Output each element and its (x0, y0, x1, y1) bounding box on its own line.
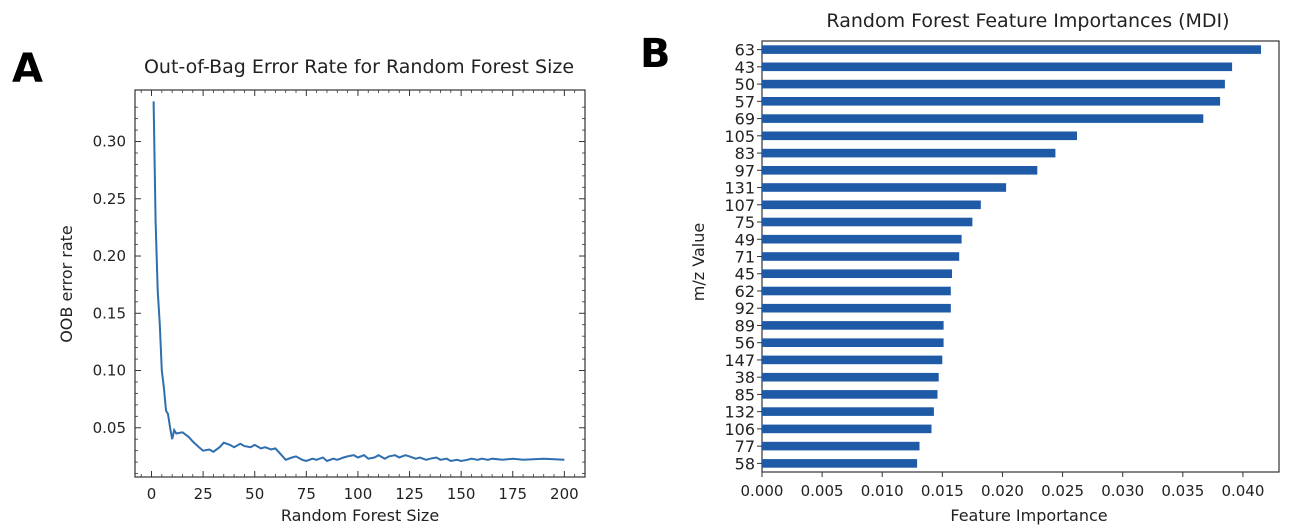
chart-a-ytick-label: 0.05 (93, 419, 126, 437)
bar-mz-49 (762, 234, 962, 244)
chart-b-xtick-label: 0.010 (861, 482, 904, 500)
chart-a-title: Out-of-Bag Error Rate for Random Forest … (144, 56, 574, 78)
chart-a-ylabel: OOB error rate (57, 225, 76, 343)
chart-a-ytick-label: 0.15 (93, 304, 126, 322)
chart-a-xtick-label: 0 (147, 485, 157, 503)
chart-a-xtick-label: 25 (194, 485, 213, 503)
chart-b-xtick-label: 0.030 (1101, 482, 1144, 500)
bar-mz-50 (762, 79, 1225, 89)
chart-a-xtick-label: 75 (297, 485, 316, 503)
chart-b-ytick-label: 75 (735, 213, 755, 232)
chart-a-xtick-label: 150 (447, 485, 476, 503)
panel-letter-a: A (12, 46, 43, 92)
chart-a-xtick-label: 200 (550, 485, 579, 503)
chart-a-xtick-label: 50 (245, 485, 264, 503)
feature-importance-chart: Random Forest Feature Importances (MDI) … (689, 10, 1280, 525)
chart-b-ytick-label: 49 (735, 230, 755, 249)
chart-b-ytick-label: 43 (735, 58, 755, 77)
chart-b-ytick-label: 77 (735, 437, 755, 456)
bar-mz-131 (762, 183, 1007, 192)
bar-mz-71 (762, 252, 960, 261)
chart-a-plot-area (134, 89, 586, 478)
chart-b-ytick-label: 85 (735, 385, 755, 404)
bar-mz-85 (762, 390, 938, 399)
bar-mz-58 (762, 459, 918, 468)
chart-a-xtick-label: 175 (498, 485, 527, 503)
chart-b-ytick-label: 132 (724, 403, 755, 422)
chart-b-xtick-label: 0.000 (741, 482, 784, 500)
chart-a-ytick-label: 0.25 (93, 190, 126, 208)
chart-b-ytick-label: 62 (735, 282, 755, 301)
bar-mz-38 (762, 372, 939, 382)
chart-b-ytick-label: 71 (735, 248, 755, 267)
chart-a-ticks: 0 25 50 75 100 125 150 175 200 0.05 0.10 0.15 0.20 0.… (93, 90, 585, 503)
chart-b-ytick-label: 97 (735, 161, 755, 180)
bar-mz-43 (762, 62, 1233, 72)
chart-b-title: Random Forest Feature Importances (MDI) (826, 10, 1229, 32)
chart-b-ytick-label: 50 (735, 75, 755, 94)
chart-b-ytick-label: 63 (735, 41, 755, 60)
chart-b-ytick-label: 38 (735, 368, 755, 387)
chart-a-xtick-label: 125 (395, 485, 424, 503)
chart-b-ytick-label: 105 (724, 127, 755, 146)
bar-mz-45 (762, 269, 952, 278)
chart-b-ytick-label: 83 (735, 144, 755, 163)
chart-b-xtick-label: 0.025 (1041, 482, 1084, 500)
chart-b-ytick-label: 56 (735, 334, 755, 353)
bar-mz-147 (762, 355, 943, 365)
chart-b-bars (762, 45, 1261, 468)
bar-mz-132 (762, 407, 934, 416)
chart-a-ytick-label: 0.30 (93, 133, 126, 151)
chart-b-ytick-label: 106 (724, 420, 755, 439)
bar-mz-69 (762, 114, 1204, 123)
bar-mz-92 (762, 303, 951, 313)
chart-b-xtick-label: 0.035 (1161, 482, 1204, 500)
chart-b-xtick-label: 0.040 (1221, 482, 1264, 500)
chart-b-ytick-label: 57 (735, 92, 755, 111)
chart-a-xlabel: Random Forest Size (281, 506, 439, 525)
chart-b-xtick-label: 0.015 (921, 482, 964, 500)
panel-letter-b: B (640, 31, 671, 77)
bar-mz-75 (762, 217, 973, 227)
chart-a-ytick-label: 0.20 (93, 247, 126, 265)
chart-b-ytick-label: 92 (735, 299, 755, 318)
bar-mz-89 (762, 321, 944, 330)
bar-mz-83 (762, 148, 1056, 158)
bar-mz-77 (762, 441, 920, 451)
chart-a-xtick-label: 100 (344, 485, 373, 503)
bar-mz-62 (762, 286, 951, 296)
chart-b-xtick-label: 0.005 (801, 482, 844, 500)
bar-mz-105 (762, 131, 1077, 141)
bar-mz-97 (762, 166, 1038, 175)
oob-error-chart: Out-of-Bag Error Rate for Random Forest … (57, 56, 586, 525)
chart-b-xlabel: Feature Importance (950, 506, 1107, 525)
chart-b-ytick-label: 107 (724, 196, 755, 215)
bar-mz-107 (762, 200, 981, 210)
chart-b-ytick-label: 89 (735, 316, 755, 335)
chart-b-ytick-label: 147 (724, 351, 755, 370)
bar-mz-57 (762, 97, 1221, 106)
chart-b-xtick-label: 0.020 (981, 482, 1024, 500)
chart-b-ytick-label: 69 (735, 110, 755, 129)
chart-a-ytick-label: 0.10 (93, 362, 126, 380)
chart-b-ylabel: m/z Value (689, 223, 708, 301)
chart-b-ytick-label: 45 (735, 265, 755, 284)
chart-b-ticks: 6343505769105839713110775497145629289561… (724, 41, 1264, 500)
bar-mz-106 (762, 424, 932, 434)
chart-b-ytick-label: 131 (724, 179, 755, 198)
oob-error-line (152, 101, 565, 463)
bar-mz-56 (762, 338, 944, 347)
chart-b-ytick-label: 58 (735, 454, 755, 473)
bar-mz-63 (762, 45, 1261, 54)
